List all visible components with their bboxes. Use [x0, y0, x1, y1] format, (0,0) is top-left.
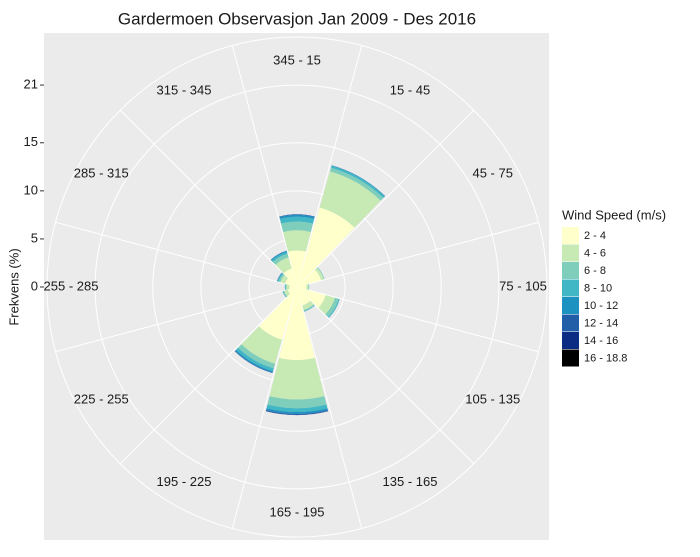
wind-segment	[270, 358, 325, 400]
legend-label: 14 - 16	[584, 335, 618, 347]
direction-label: 105 - 135	[465, 391, 520, 406]
direction-label: 315 - 345	[157, 83, 212, 98]
legend-swatch	[562, 280, 579, 297]
legend-label: 16 - 18.8	[584, 352, 627, 364]
legend-label: 2 - 4	[584, 230, 606, 242]
legend-label: 10 - 12	[584, 300, 618, 312]
wind-segment	[306, 284, 308, 290]
direction-label: 165 - 195	[270, 504, 325, 519]
legend-swatch	[562, 262, 579, 279]
legend-swatch	[562, 332, 579, 349]
y-tick-label: 10	[24, 182, 38, 197]
legend-swatch	[562, 350, 579, 367]
direction-label: 75 - 105	[499, 278, 547, 293]
y-tick-label: 5	[31, 230, 38, 245]
legend-title: Wind Speed (m/s)	[562, 207, 666, 222]
direction-label: 135 - 165	[383, 474, 438, 489]
direction-label: 15 - 45	[390, 83, 430, 98]
direction-label: 45 - 75	[472, 165, 512, 180]
y-tick-label: 21	[24, 77, 38, 92]
wind-segment	[286, 284, 289, 289]
y-tick-label: 0	[31, 278, 38, 293]
legend-swatch	[562, 297, 579, 314]
legend-label: 8 - 10	[584, 282, 612, 294]
legend-swatch	[562, 315, 579, 332]
direction-label: 255 - 285	[44, 278, 99, 293]
direction-label: 225 - 255	[74, 391, 129, 406]
chart-title: Gardermoen Observasjon Jan 2009 - Des 20…	[118, 9, 476, 28]
direction-label: 285 - 315	[74, 165, 129, 180]
legend-label: 12 - 14	[584, 317, 618, 329]
legend-label: 4 - 6	[584, 247, 606, 259]
y-tick-label: 15	[24, 134, 38, 149]
direction-label: 195 - 225	[157, 474, 212, 489]
legend-swatch	[562, 227, 579, 244]
legend-swatch	[562, 245, 579, 262]
direction-label: 345 - 15	[273, 52, 321, 67]
legend-label: 6 - 8	[584, 265, 606, 277]
y-axis-label: Frekvens (%)	[6, 248, 21, 325]
wind-segment	[283, 230, 311, 251]
